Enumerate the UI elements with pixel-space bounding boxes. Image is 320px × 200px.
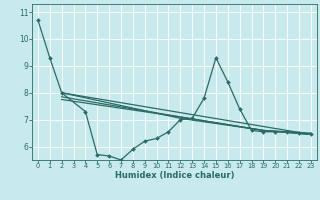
- X-axis label: Humidex (Indice chaleur): Humidex (Indice chaleur): [115, 171, 234, 180]
